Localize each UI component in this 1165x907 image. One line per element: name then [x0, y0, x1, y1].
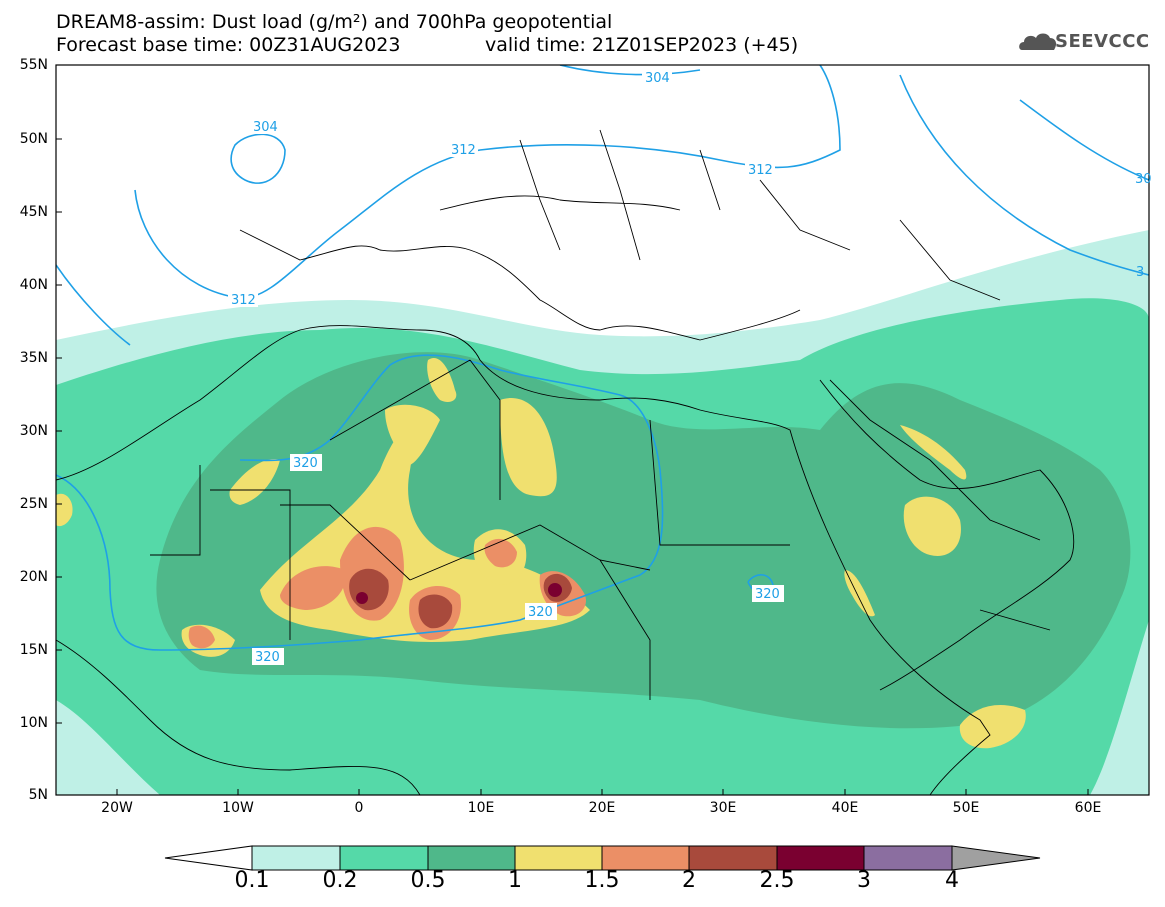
dust-layer-1.5-f — [188, 625, 215, 649]
contour-label: 320 — [528, 605, 553, 620]
lat-label: 10N — [19, 715, 48, 731]
dust-layer-1-libya — [500, 398, 557, 497]
contour-label: 304 — [253, 120, 278, 135]
lat-label: 50N — [19, 131, 48, 147]
lon-label: 0 — [354, 800, 364, 816]
colorbar-end-high — [951, 845, 1041, 871]
dust-layer-1-red-sea — [844, 570, 875, 617]
dust-layer-1-gulf — [900, 425, 967, 480]
dust-layer-1-algeria — [385, 404, 440, 465]
lat-label: 20N — [19, 569, 48, 585]
coastline-africa — [56, 325, 991, 795]
colorbar-end-low — [164, 845, 253, 871]
dust-layer-1-morocco — [229, 459, 280, 505]
contour-label: 304 — [645, 71, 670, 86]
colorbar-tick-label: 0.1 — [234, 868, 270, 893]
border-lines-europe — [439, 129, 1001, 301]
map-title: DREAM8-assim: Dust load (g/m²) and 700hP… — [56, 11, 613, 33]
lon-label: 60E — [1074, 800, 1102, 816]
colorbar-tick-label: 3 — [857, 868, 871, 893]
dust-layer-1-horn — [959, 705, 1026, 749]
colorbar-swatch — [601, 845, 690, 871]
lat-label: 25N — [19, 496, 48, 512]
contour-304-ring — [230, 133, 286, 184]
contour-304-north — [559, 65, 701, 76]
colorbar-tick-label: 0.2 — [322, 868, 358, 893]
lon-label: 50E — [952, 800, 980, 816]
valid-time: valid time: 21Z01SEP2023 (+45) — [485, 34, 799, 56]
contour-label: 312 — [451, 143, 476, 158]
colorbar-tick-label: 1 — [508, 868, 522, 893]
lat-label: 5N — [28, 787, 48, 803]
contour-label: 312 — [748, 163, 773, 178]
colorbar-tick-label: 4 — [945, 868, 959, 893]
lat-label: 35N — [19, 350, 48, 366]
lon-label: 30E — [709, 800, 737, 816]
dust-layer-2-b — [418, 594, 453, 629]
colorbar-swatch — [776, 845, 865, 871]
lat-label: 40N — [19, 277, 48, 293]
lon-label: 20E — [588, 800, 616, 816]
lat-label: 55N — [19, 57, 48, 73]
colorbar-swatch — [688, 845, 778, 871]
contour-label: 30 — [1135, 172, 1152, 187]
contour-label: 320 — [255, 650, 280, 665]
colorbar-tick-label: 2 — [682, 868, 696, 893]
border-lines — [150, 359, 1051, 700]
dust-layer-1.5-e — [484, 538, 517, 568]
lon-label: 10W — [222, 800, 254, 816]
contour-label: 320 — [293, 456, 318, 471]
colorbar-swatch — [339, 845, 429, 871]
coastline-west-africa — [56, 639, 421, 795]
cloud-logo-icon — [1019, 33, 1057, 50]
colorbar-tick-label: 1.5 — [584, 868, 620, 893]
contour-label: 312 — [231, 293, 256, 308]
colorbar-swatch — [514, 845, 603, 871]
dust-layer-1.5-a — [280, 566, 346, 610]
colorbar-swatch — [427, 845, 516, 871]
lat-label: 45N — [19, 204, 48, 220]
colorbar-swatch — [251, 845, 341, 871]
colorbar-tick-label: 0.5 — [410, 868, 446, 893]
contour-label: 320 — [755, 587, 780, 602]
colorbar-tick-label: 2.5 — [759, 868, 795, 893]
contour-north-east — [899, 74, 1149, 276]
dust-layer-2.5-b — [548, 583, 562, 597]
dust-layer-1-arabia — [903, 496, 961, 556]
lat-label: 30N — [19, 423, 48, 439]
contour-label: 3 — [1136, 265, 1144, 280]
forecast-base-time: Forecast base time: 00Z31AUG2023 — [56, 34, 401, 56]
coastline-arabia — [819, 379, 1075, 691]
colorbar — [164, 845, 1041, 871]
dust-layer-1-west-edge — [56, 493, 73, 527]
dust-layer-2.5-a — [356, 592, 368, 604]
logo-text: SEEVCCC — [1055, 31, 1150, 52]
lat-label: 15N — [19, 642, 48, 658]
dust-layer-1-tunisia — [427, 358, 457, 402]
coastline-europe — [239, 229, 801, 341]
lon-label: 40E — [831, 800, 859, 816]
colorbar-swatch — [863, 845, 953, 871]
contour-320-main — [56, 354, 664, 651]
lon-label: 10E — [467, 800, 495, 816]
lon-label: 20W — [101, 800, 133, 816]
